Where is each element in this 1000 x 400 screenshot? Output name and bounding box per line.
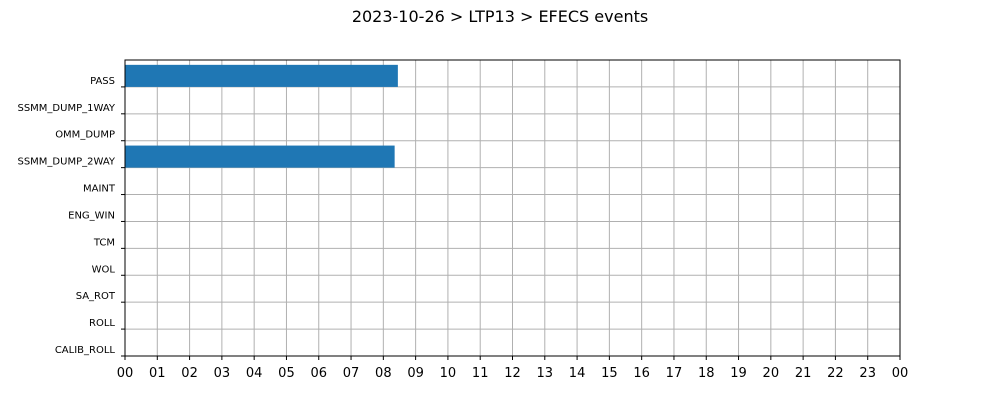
event-bar-pass [125, 64, 398, 87]
x-tick-label: 01 [149, 366, 166, 381]
x-tick-label: 11 [472, 366, 489, 381]
x-tick-label: 19 [730, 366, 747, 381]
x-tick-label: 20 [763, 366, 780, 381]
x-tick-label: 16 [633, 366, 650, 381]
x-axis: 00 01 02 03 04 05 06 07 08 09 10 11 12 13 14 15 16 17 18 19… [117, 356, 909, 381]
y-tick-label: WOL [92, 264, 116, 275]
x-tick-label: 17 [666, 366, 683, 381]
y-tick-label: CALIB_ROLL [55, 345, 116, 356]
bars [125, 64, 398, 168]
y-tick-label: SSMM_DUMP_1WAY [17, 103, 115, 114]
grid [124, 60, 901, 357]
x-tick-label: 09 [407, 366, 424, 381]
x-tick-label: 10 [440, 366, 457, 381]
event-bar-ssmm-dump-2way [125, 145, 395, 168]
y-tick-label: ROLL [89, 318, 115, 329]
y-tick-label: OMM_DUMP [55, 130, 115, 141]
x-tick-label: 02 [181, 366, 198, 381]
y-axis: PASS SSMM_DUMP_1WAY OMM_DUMP SSMM_DUMP_2WAY… [17, 76, 125, 357]
x-tick-label: 08 [375, 366, 392, 381]
x-tick-label: 00 [892, 366, 909, 381]
y-tick-label: MAINT [83, 184, 116, 195]
x-tick-label: 15 [601, 366, 618, 381]
chart-title: 2023-10-26 > LTP13 > EFECS events [352, 7, 648, 26]
y-tick-label: PASS [90, 76, 115, 87]
y-tick-label: SSMM_DUMP_2WAY [17, 157, 115, 168]
x-tick-label: 21 [795, 366, 812, 381]
x-tick-label: 13 [537, 366, 554, 381]
x-tick-label: 23 [859, 366, 876, 381]
x-tick-label: 04 [246, 366, 263, 381]
x-tick-label: 00 [117, 366, 134, 381]
x-tick-label: 14 [569, 366, 586, 381]
x-tick-label: 18 [698, 366, 715, 381]
x-tick-label: 06 [310, 366, 327, 381]
x-tick-label: 12 [504, 366, 521, 381]
y-tick-label: TCM [93, 237, 115, 248]
x-tick-label: 05 [278, 366, 295, 381]
x-tick-label: 22 [827, 366, 844, 381]
x-tick-label: 07 [343, 366, 360, 381]
y-tick-label: SA_ROT [76, 291, 116, 302]
x-tick-label: 03 [214, 366, 231, 381]
y-tick-label: ENG_WIN [68, 210, 115, 221]
